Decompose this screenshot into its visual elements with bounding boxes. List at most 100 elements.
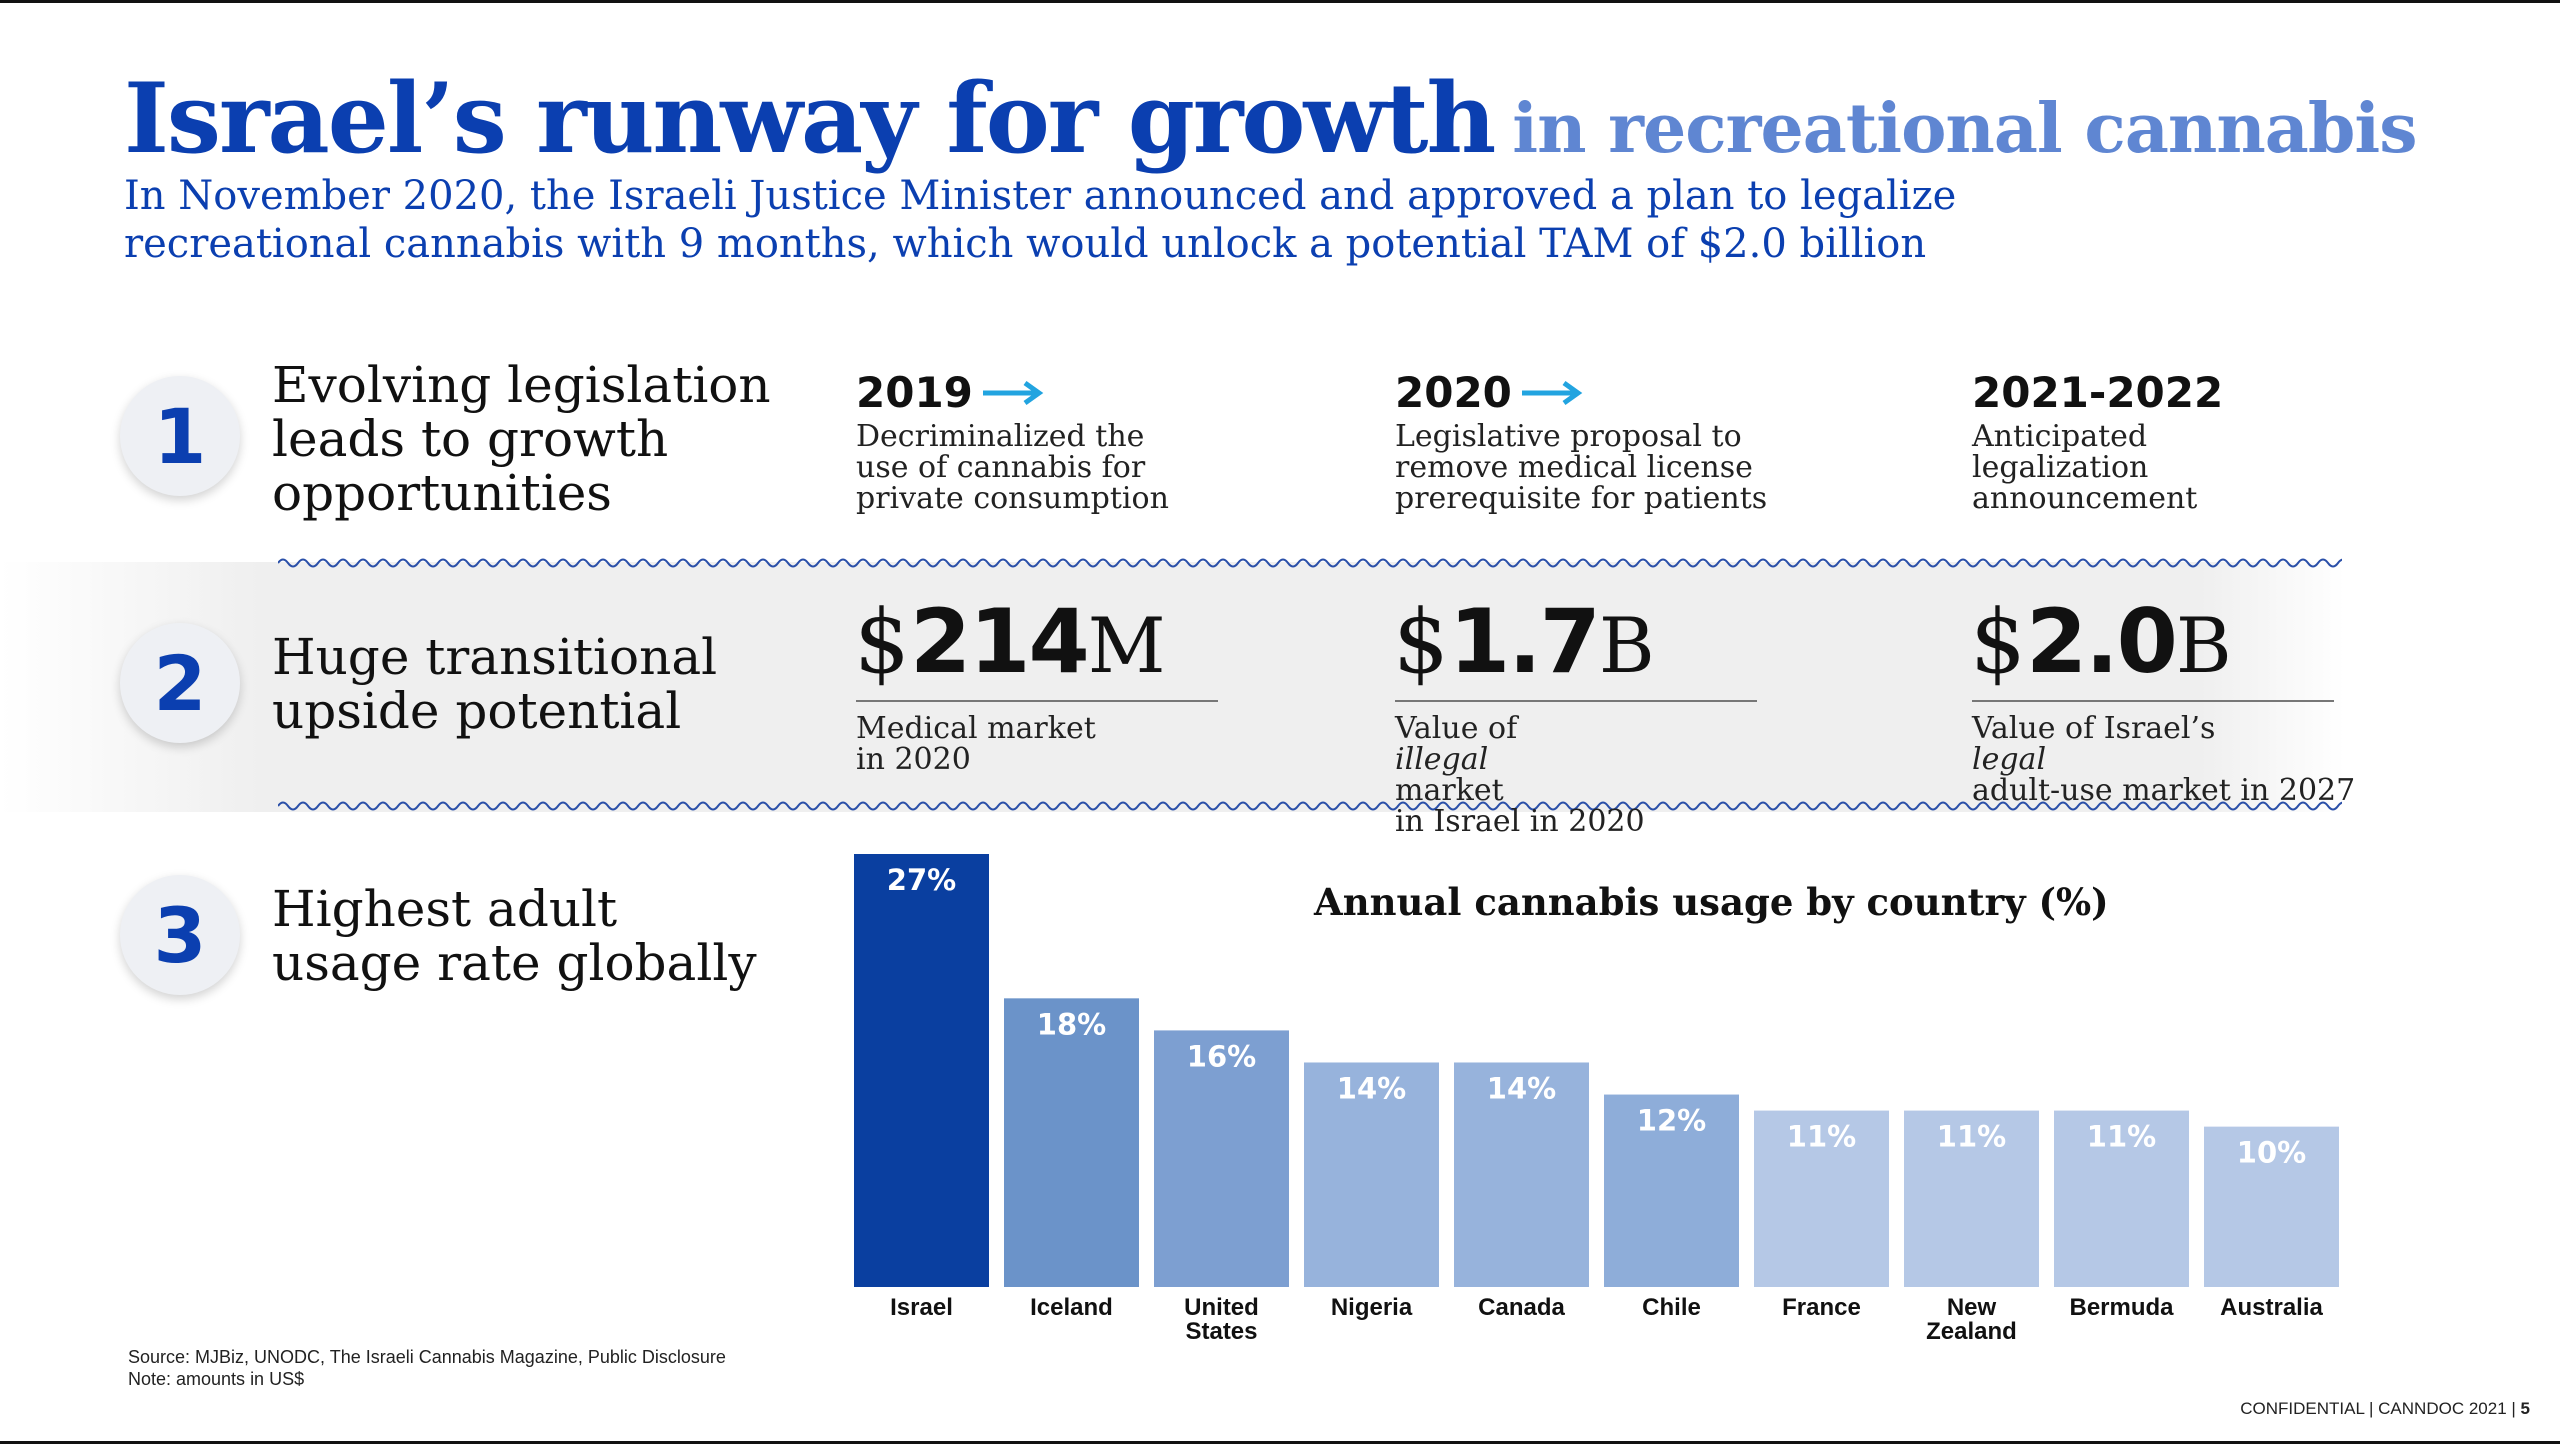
- subtitle-line-1: In November 2020, the Israeli Justice Mi…: [124, 173, 1957, 219]
- section-2-heading-line: Huge transitional: [272, 628, 718, 686]
- stat-desc-text: Value of: [1395, 711, 1518, 746]
- section-1-heading-line: Evolving legislation: [272, 356, 771, 414]
- section-3-heading-line: Highest adult: [272, 880, 618, 938]
- stat-unit: B: [2175, 601, 2232, 690]
- stat-divider: [1972, 700, 2334, 702]
- timeline-desc-line: legalization: [1972, 450, 2149, 485]
- category-label: France: [1782, 1294, 1861, 1321]
- timeline-desc-line: Decriminalized the: [856, 419, 1145, 454]
- stat-desc-emphasis: legal: [1972, 742, 2047, 777]
- stat-legal-market-desc: Value of Israel’s legal adult-use market…: [1972, 713, 2355, 806]
- section-3-heading-line: usage rate globally: [272, 934, 757, 992]
- bar-chile: [1604, 1094, 1739, 1287]
- chart-title: Annual cannabis usage by country (%): [1314, 880, 2109, 924]
- stat-desc-line-1: Medical market: [856, 713, 1096, 744]
- category-label: Zealand: [1926, 1318, 2017, 1345]
- bar-value-label: 27%: [887, 863, 956, 897]
- stat-medical-market-value: $214M: [854, 590, 1166, 693]
- page-subtitle: In November 2020, the Israeli Justice Mi…: [124, 172, 2124, 268]
- bar-united-states: [1154, 1030, 1289, 1287]
- bar-israel: [854, 854, 989, 1287]
- timeline-year-2021-2022: 2021-2022: [1972, 368, 2223, 417]
- bar-canada: [1454, 1062, 1589, 1287]
- stat-unit: B: [1598, 601, 1655, 690]
- bar-value-label: 10%: [2237, 1136, 2306, 1170]
- category-label: Israel: [890, 1294, 953, 1321]
- stat-amount: 214: [910, 590, 1090, 693]
- stat-desc-line-2: in 2020: [856, 742, 971, 777]
- wave-divider-bottom: [278, 801, 2342, 811]
- section-1-number: 1: [120, 376, 240, 496]
- footnote: Source: MJBiz, UNODC, The Israeli Cannab…: [128, 1346, 726, 1390]
- category-label: Canada: [1478, 1294, 1565, 1321]
- category-label: Bermuda: [2069, 1294, 2174, 1321]
- bar-australia: [2204, 1126, 2339, 1287]
- timeline-year-label: 2019: [856, 368, 973, 417]
- bar-value-label: 11%: [1937, 1120, 2006, 1154]
- footnote-source: Source: MJBiz, UNODC, The Israeli Cannab…: [128, 1347, 726, 1367]
- section-1-heading-line: opportunities: [272, 464, 612, 522]
- timeline-year-label: 2020: [1395, 368, 1512, 417]
- stat-desc-text: Medical market: [856, 711, 1096, 746]
- stat-desc-line-2: adult-use market in 2027: [1972, 773, 2356, 808]
- stat-amount: 2.0: [2026, 590, 2178, 693]
- section-2-heading-line: upside potential: [272, 682, 682, 740]
- timeline-desc-line: use of cannabis for: [856, 450, 1146, 485]
- stat-currency: $: [1393, 590, 1449, 693]
- stat-legal-market-value: $2.0B: [1970, 590, 2232, 693]
- bar-value-label: 14%: [1487, 1071, 1556, 1105]
- category-label: Iceland: [1030, 1294, 1113, 1321]
- bar-iceland: [1004, 998, 1139, 1287]
- stat-unit: M: [1087, 601, 1166, 690]
- stat-amount: 1.7: [1449, 590, 1601, 693]
- stat-currency: $: [854, 590, 910, 693]
- section-3-number: 3: [120, 875, 240, 995]
- bar-france: [1754, 1110, 1889, 1287]
- stat-divider: [856, 700, 1218, 702]
- footnote-note: Note: amounts in US$: [128, 1369, 305, 1389]
- timeline-desc-line: announcement: [1972, 481, 2198, 516]
- bar-value-label: 14%: [1337, 1071, 1406, 1105]
- title-main: Israel’s runway for growth: [124, 62, 1496, 175]
- category-label: Australia: [2220, 1294, 2323, 1321]
- timeline-year-label: 2021-2022: [1972, 368, 2224, 417]
- stat-desc-line-1: Value of illegal market: [1395, 713, 1645, 806]
- section-1-heading: Evolving legislation leads to growth opp…: [272, 358, 771, 520]
- bar-new-zealand: [1904, 1110, 2039, 1287]
- category-label: States: [1185, 1318, 1257, 1345]
- stat-divider: [1395, 700, 1757, 702]
- stat-medical-market-desc: Medical market in 2020: [856, 713, 1096, 775]
- timeline-year-2020: 2020: [1395, 368, 1586, 417]
- stat-desc-line-1: Value of Israel’s legal: [1972, 713, 2355, 775]
- timeline-desc-2021-2022: Anticipated legalization announcement: [1972, 421, 2372, 514]
- section-2-heading: Huge transitional upside potential: [272, 630, 717, 738]
- timeline-desc-2019: Decriminalized the use of cannabis for p…: [856, 421, 1256, 514]
- bar-bermuda: [2054, 1110, 2189, 1287]
- category-label: United: [1184, 1294, 1259, 1321]
- stat-desc-line-2: in Israel in 2020: [1395, 804, 1645, 839]
- section-2-band: [0, 562, 2345, 812]
- stat-desc-emphasis: illegal: [1395, 742, 1489, 777]
- right-arrow-icon: [982, 380, 1044, 405]
- timeline-desc-line: prerequisite for patients: [1395, 481, 1768, 516]
- bar-value-label: 18%: [1037, 1007, 1106, 1041]
- footer-confidential: CONFIDENTIAL | CANNDOC 2021 | 5: [2240, 1399, 2530, 1419]
- category-label: Nigeria: [1331, 1294, 1413, 1321]
- section-2-number: 2: [120, 623, 240, 743]
- wave-divider-top: [278, 558, 2342, 568]
- timeline-desc-line: private consumption: [856, 481, 1169, 516]
- bar-nigeria: [1304, 1062, 1439, 1287]
- bar-value-label: 12%: [1637, 1104, 1706, 1138]
- stat-currency: $: [1970, 590, 2026, 693]
- bottom-border: [0, 1441, 2560, 1444]
- section-1-heading-line: leads to growth: [272, 410, 669, 468]
- bar-value-label: 16%: [1187, 1039, 1256, 1073]
- top-border: [0, 0, 2560, 3]
- footer-text: CONFIDENTIAL | CANNDOC 2021 |: [2240, 1399, 2516, 1418]
- timeline-desc-line: Anticipated: [1972, 419, 2148, 454]
- stat-illegal-market-value: $1.7B: [1393, 590, 1655, 693]
- bar-value-label: 11%: [1787, 1120, 1856, 1154]
- page-title: Israel’s runway for growth in recreationa…: [124, 62, 2418, 175]
- page-number: 5: [2520, 1399, 2530, 1418]
